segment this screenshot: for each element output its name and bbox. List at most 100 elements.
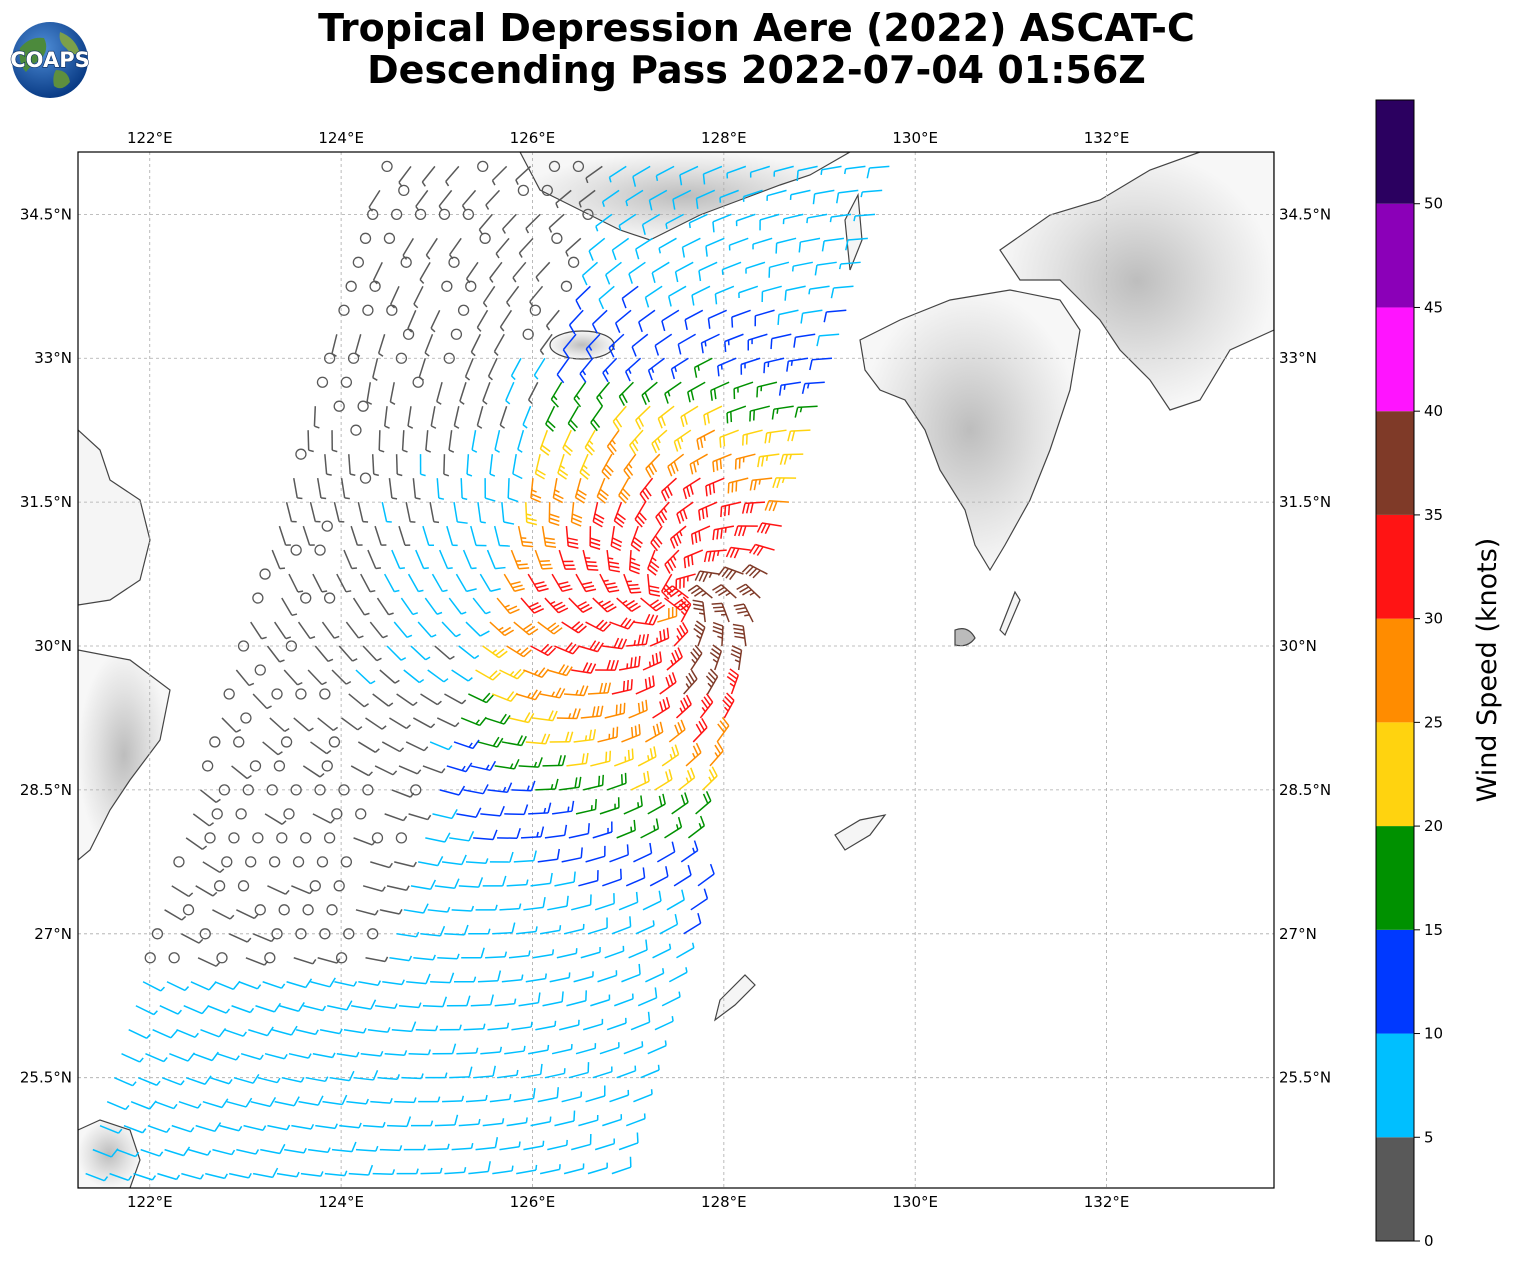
wind-barb: [135, 1005, 158, 1016]
wind-barb: [367, 1027, 391, 1033]
wind-barb: [336, 1051, 360, 1058]
wind-barb: [494, 759, 520, 770]
wind-barb: [618, 477, 631, 504]
wind-barb: [374, 765, 398, 776]
wind-barb: [860, 189, 883, 198]
wind-barb: [644, 285, 663, 308]
wind-barb: [378, 430, 385, 453]
wind-barb: [581, 261, 599, 286]
wind-barb: [694, 570, 720, 583]
wind-barb: [602, 868, 622, 887]
wind-barb: [449, 1066, 473, 1079]
wind-barb: [185, 837, 208, 850]
wind-barb: [484, 478, 496, 502]
wind-barb: [218, 784, 231, 796]
wind-barb: [324, 454, 332, 476]
wind-barb: [171, 1124, 195, 1133]
wind-barb: [563, 1163, 585, 1175]
wind-barb: [298, 1095, 324, 1106]
wind-barb: [830, 285, 854, 299]
land-yakushima: [954, 628, 976, 647]
wind-barb: [288, 1052, 312, 1059]
wind-barb: [510, 357, 522, 381]
colorbar-bin: [1376, 514, 1414, 619]
wind-barb: [463, 1023, 486, 1031]
wind-barb: [602, 637, 628, 650]
wind-barb: [472, 597, 491, 615]
wind-barb: [465, 621, 490, 637]
wind-barb: [726, 668, 740, 695]
wind-barb: [510, 549, 530, 570]
colorbar-bin: [1376, 203, 1414, 308]
wind-barb: [517, 525, 534, 548]
wind-barb: [675, 573, 696, 590]
wind-barb: [512, 454, 523, 480]
wind-barb: [539, 429, 551, 456]
wind-barb: [456, 807, 482, 818]
lat-tick-label: 31.5°N: [1279, 493, 1331, 511]
wind-barb: [417, 621, 437, 638]
wind-barb: [377, 1074, 400, 1080]
wind-barb: [537, 848, 560, 863]
wind-barb: [166, 981, 190, 992]
lon-tick-label: 126°E: [510, 1193, 556, 1211]
wind-barb: [475, 669, 501, 681]
wind-barb: [689, 453, 708, 475]
wind-barb: [563, 685, 589, 697]
wind-barb: [595, 659, 619, 671]
wind-barb: [209, 736, 221, 748]
wind-barb: [506, 1117, 528, 1127]
wind-barb: [415, 549, 429, 570]
wind-barb: [460, 478, 468, 501]
wind-barb: [371, 454, 379, 477]
wind-barb: [443, 352, 455, 364]
wind-barb: [733, 603, 754, 623]
wind-barb: [309, 880, 321, 892]
wind-barb: [106, 1100, 130, 1111]
wind-barb: [775, 237, 797, 254]
wind-barb: [377, 334, 386, 357]
wind-barb: [749, 477, 773, 491]
colorbar-tick-label: 0: [1424, 1232, 1434, 1250]
wind-barb: [372, 1169, 396, 1176]
land-china-south: [78, 649, 171, 861]
wind-barb: [633, 613, 659, 626]
wind-barb: [308, 1147, 331, 1154]
wind-barb: [396, 693, 418, 707]
wind-barb: [563, 923, 585, 935]
wind-barb: [374, 1003, 398, 1010]
wind-barb: [302, 904, 314, 916]
wind-barb: [635, 920, 655, 935]
wind-barb: [602, 1114, 623, 1127]
wind-barb: [707, 309, 728, 329]
wind-barb: [523, 667, 550, 679]
wind-barb: [596, 381, 611, 407]
wind-barb: [489, 851, 514, 863]
wind-barb: [407, 406, 414, 429]
wind-barb: [302, 765, 325, 778]
wind-barb: [340, 856, 353, 868]
wind-barb: [682, 477, 701, 500]
land-amami: [834, 814, 887, 851]
wind-barb: [845, 237, 868, 251]
wind-barb: [453, 502, 468, 524]
colorbar-tick-label: 35: [1424, 506, 1443, 524]
wind-barb: [427, 906, 451, 913]
wind-barb: [532, 710, 558, 722]
wind-barb: [406, 973, 431, 985]
wind-barb: [305, 1076, 329, 1083]
wind-barb: [551, 573, 573, 593]
wind-barb: [462, 549, 477, 570]
wind-barb: [494, 998, 517, 1007]
land-layer: [78, 152, 1274, 1188]
wind-barb: [425, 237, 438, 260]
wind-barb: [288, 573, 304, 593]
wind-barb: [164, 909, 187, 921]
wind-barb: [419, 454, 426, 477]
wind-barb: [749, 543, 775, 556]
wind-barb: [647, 357, 665, 381]
wind-barb: [741, 564, 768, 579]
wind-barb: [470, 994, 494, 1007]
wind-barbs: [85, 160, 890, 1182]
wind-barb: [791, 261, 813, 272]
